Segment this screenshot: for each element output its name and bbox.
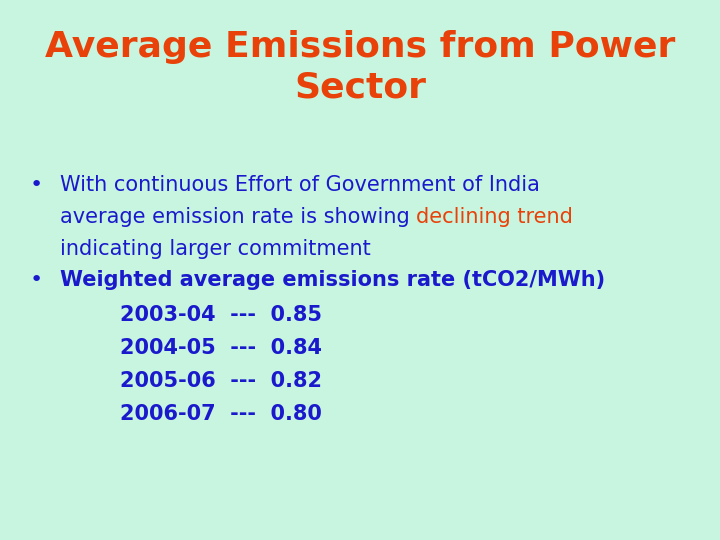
Text: Weighted average emissions rate (tCO2/MWh): Weighted average emissions rate (tCO2/MW… bbox=[60, 270, 605, 290]
Text: 2005-06  ---  0.82: 2005-06 --- 0.82 bbox=[120, 371, 322, 391]
Text: declining trend: declining trend bbox=[416, 207, 573, 227]
Text: •: • bbox=[30, 270, 43, 290]
Text: average emission rate is showing: average emission rate is showing bbox=[60, 207, 416, 227]
Text: •: • bbox=[30, 175, 43, 195]
Text: 2004-05  ---  0.84: 2004-05 --- 0.84 bbox=[120, 338, 322, 358]
Text: Average Emissions from Power
Sector: Average Emissions from Power Sector bbox=[45, 30, 675, 105]
Text: 2003-04  ---  0.85: 2003-04 --- 0.85 bbox=[120, 305, 322, 325]
Text: 2006-07  ---  0.80: 2006-07 --- 0.80 bbox=[120, 404, 322, 424]
Text: With continuous Effort of Government of India: With continuous Effort of Government of … bbox=[60, 175, 540, 195]
Text: indicating larger commitment: indicating larger commitment bbox=[60, 239, 371, 259]
